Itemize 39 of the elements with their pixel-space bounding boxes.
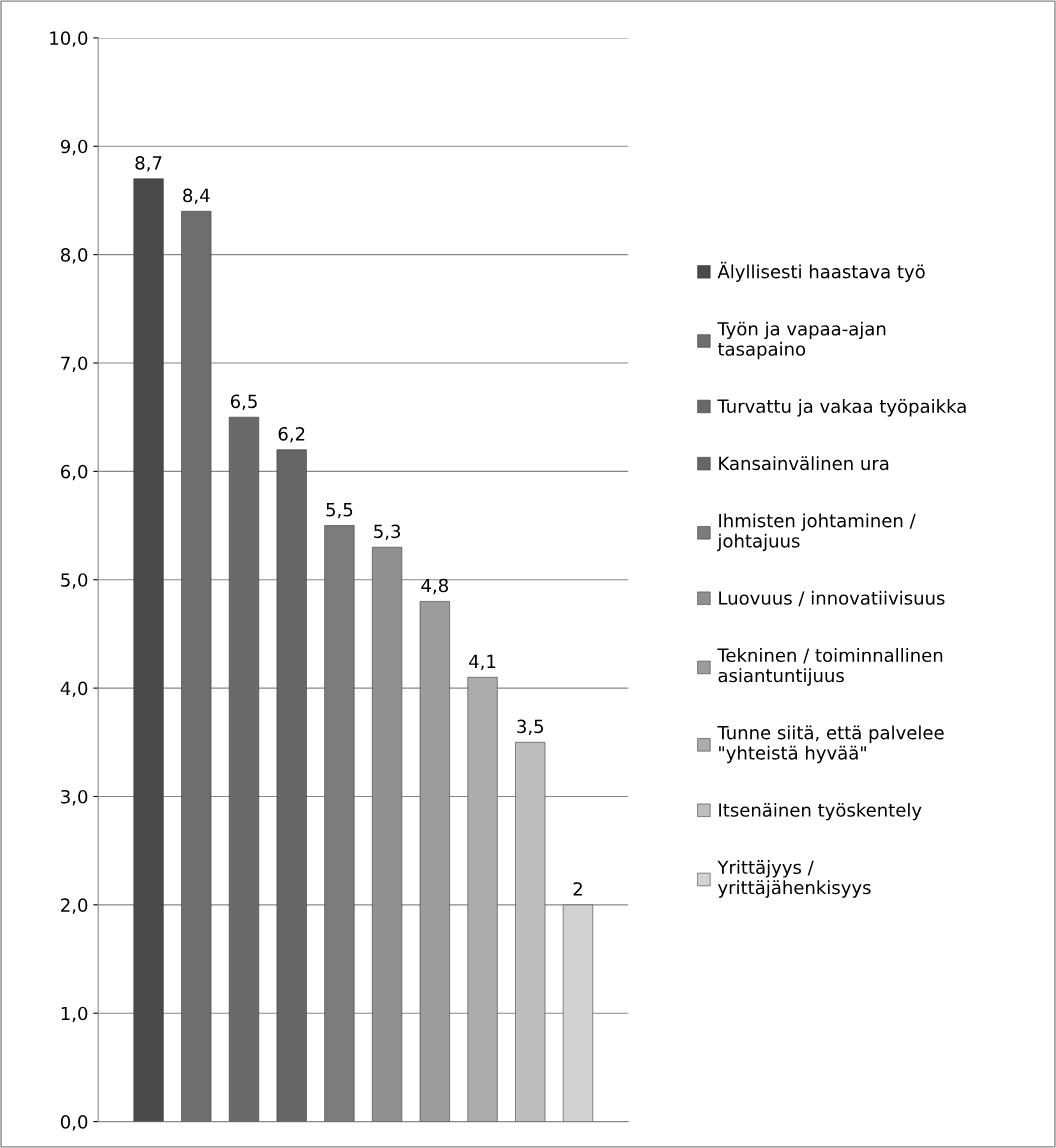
legend-label: Tekninen / toiminnallinen asiantuntijuus	[717, 648, 943, 686]
y-tick-label: 8,0	[61, 248, 88, 264]
y-tick-label: 6,0	[61, 464, 88, 481]
y-tick-label: 5,0	[61, 573, 88, 589]
legend-label: Ihmisten johtaminen / johtajuus	[717, 513, 916, 552]
bar	[419, 601, 450, 1122]
data-label: 6,5	[230, 394, 257, 410]
bar	[228, 416, 260, 1122]
data-label: 8,7	[135, 156, 162, 172]
legend-label: Luovuus / innovatiivisuus	[719, 590, 945, 607]
bar	[181, 211, 212, 1122]
data-label: 2	[573, 882, 582, 896]
data-label: 5,3	[374, 524, 401, 541]
y-tick-label: 1,0	[61, 1006, 88, 1023]
y-tick-label: 2,0	[61, 898, 88, 914]
legend-label: Työn ja vapaa-ajan tasapaino	[717, 321, 886, 360]
legend-label: Itsenäinen työskentely	[719, 802, 922, 821]
data-label: 4,1	[469, 654, 496, 671]
legend-label: Kansainvälinen ura	[719, 456, 889, 471]
data-label: 4,8	[421, 578, 448, 595]
data-label: 8,4	[183, 188, 210, 205]
legend-label: Yrittäjyys / yrittäjähenkisyys	[717, 860, 871, 898]
y-tick-label: 7,0	[61, 356, 88, 372]
bar	[133, 178, 164, 1122]
bar	[515, 742, 546, 1122]
legend-label: Turvattu ja vakaa työpaikka	[717, 399, 966, 417]
data-label: 3,5	[517, 719, 544, 736]
y-tick-label: 0,0	[60, 1115, 88, 1131]
legend-label: Älyllisesti haastava työ	[717, 261, 925, 282]
data-label: 6,2	[278, 426, 305, 443]
y-tick-label: 4,0	[60, 681, 88, 698]
bar	[276, 449, 307, 1122]
legend-label: Tunne siitä, että palvelee "yhteistä hyvää"	[717, 725, 944, 764]
y-tick-label: 10,0	[50, 31, 88, 47]
y-tick-label: 9,0	[60, 139, 88, 156]
y-tick-label: 3,0	[61, 789, 88, 806]
data-label: 5,5	[326, 503, 353, 519]
bar	[467, 676, 498, 1122]
bar	[562, 904, 594, 1122]
